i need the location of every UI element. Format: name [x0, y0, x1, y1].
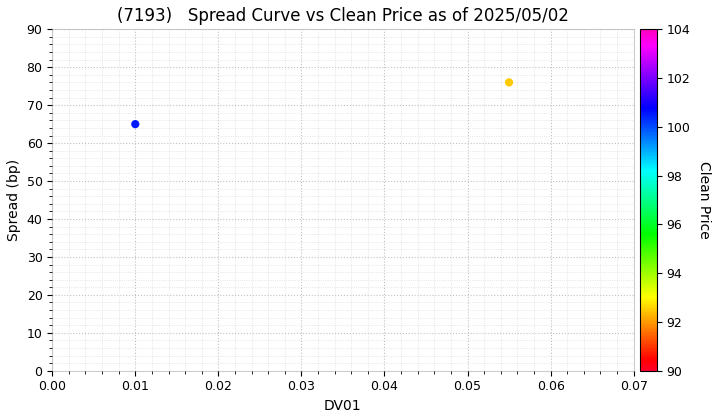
Y-axis label: Clean Price: Clean Price: [697, 161, 711, 239]
Point: [503, 79, 515, 86]
Point: [130, 121, 141, 128]
X-axis label: DV01: DV01: [324, 399, 361, 413]
Title: (7193)   Spread Curve vs Clean Price as of 2025/05/02: (7193) Spread Curve vs Clean Price as of…: [117, 7, 569, 25]
Y-axis label: Spread (bp): Spread (bp): [7, 159, 21, 241]
